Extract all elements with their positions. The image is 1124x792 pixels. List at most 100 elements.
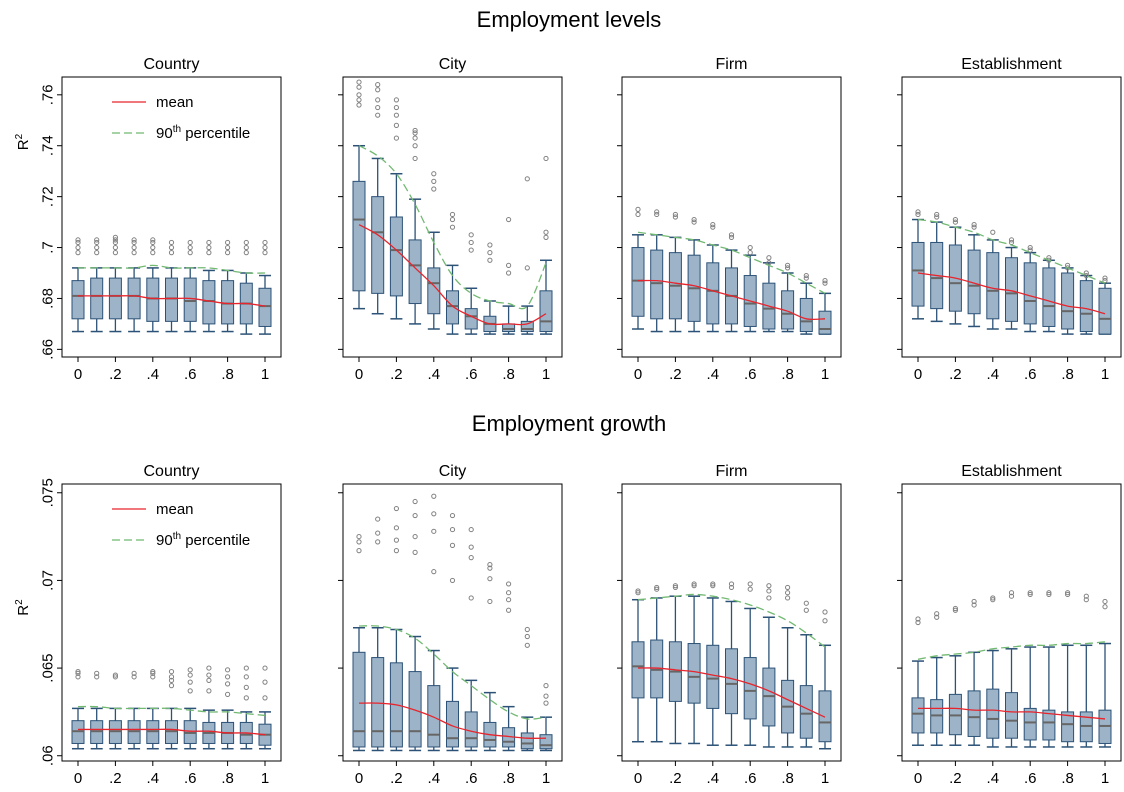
outlier-point <box>112 674 119 680</box>
box-iqr <box>408 671 422 748</box>
box-x-0.3 <box>408 498 422 752</box>
row-title-levels: Employment levels <box>477 7 662 32</box>
box-x-1 <box>1098 598 1112 748</box>
outlier-point <box>543 234 549 240</box>
panel-firm-growth: Firm 0 .2 .4 .6 .8 1 <box>617 463 842 787</box>
x-tick-label: .4 <box>147 770 160 787</box>
outlier-point <box>112 244 119 251</box>
outlier-point <box>225 250 231 256</box>
box-x-0.2 <box>108 672 122 750</box>
outlier-point <box>766 588 772 594</box>
box-iqr <box>986 252 1000 320</box>
box-x-0.1 <box>90 670 104 750</box>
box-x-0.4 <box>427 171 441 330</box>
box-x-0.8 <box>781 262 795 333</box>
outlier-point <box>225 674 231 680</box>
box-x-0 <box>631 588 645 743</box>
x-tick-label: 0 <box>355 366 363 383</box>
outlier-point <box>524 265 530 271</box>
outlier-point <box>1046 591 1052 598</box>
outlier-point <box>94 237 100 243</box>
outlier-point <box>375 97 381 103</box>
outlier-point <box>1102 604 1108 610</box>
outlier-point <box>728 584 735 591</box>
outlier-point <box>487 250 493 256</box>
outlier-point <box>168 674 175 680</box>
box-x-0.1 <box>90 237 104 333</box>
box-x-0.5 <box>1005 237 1018 330</box>
x-tick-label: 1 <box>542 366 550 383</box>
outlier-point <box>206 250 212 256</box>
outlier-point <box>691 583 697 589</box>
outlier-point <box>187 239 193 246</box>
outlier-point <box>543 155 549 162</box>
outlier-point <box>94 674 100 680</box>
box-iqr <box>1023 707 1037 741</box>
box-x-1 <box>539 155 553 335</box>
x-tick-label: .2 <box>390 366 403 383</box>
outlier-point <box>356 548 362 554</box>
panel-firm-levels: Firm 0 .2 .4 .6 .8 1 <box>617 56 842 383</box>
outlier-point <box>243 250 249 256</box>
series-mean-line <box>917 272 1106 315</box>
box-iqr <box>352 651 366 748</box>
outlier-point <box>168 244 175 251</box>
outlier-point <box>654 586 660 592</box>
box-x-0.4 <box>706 581 720 746</box>
box-iqr <box>520 320 534 333</box>
outlier-point <box>990 229 996 235</box>
outlier-point <box>431 178 437 184</box>
box-x-0.9 <box>799 600 813 748</box>
box-x-0.7 <box>1042 255 1056 333</box>
y-tick-label: .065 <box>40 653 57 682</box>
box-iqr <box>371 657 385 748</box>
outlier-point <box>1008 237 1015 243</box>
box-iqr <box>371 196 385 294</box>
box-iqr <box>818 690 832 743</box>
box-x-0.1 <box>650 584 664 743</box>
outlier-point <box>822 280 828 286</box>
box-x-0.5 <box>1005 590 1018 748</box>
outlier-point <box>187 667 193 673</box>
box-x-1 <box>818 609 832 750</box>
outlier-point <box>728 234 735 240</box>
y-tick-label: .06 <box>40 745 57 766</box>
x-tick-label: .4 <box>987 770 1000 787</box>
box-iqr <box>1042 709 1056 741</box>
box-iqr <box>799 297 813 333</box>
outlier-point <box>449 216 456 223</box>
outlier-point <box>243 244 249 251</box>
outlier-point <box>1102 275 1108 281</box>
outlier-point <box>112 234 119 240</box>
x-tick-label: .2 <box>949 366 962 383</box>
x-tick-label: .4 <box>428 366 441 383</box>
legend-p90-label: 90th percentile <box>156 531 250 549</box>
x-tick-label: .8 <box>221 770 234 787</box>
box-x-0.5 <box>725 581 738 746</box>
outlier-point <box>766 595 772 601</box>
box-x-0.5 <box>165 239 178 333</box>
box-x-0.6 <box>1023 244 1037 333</box>
outlier-point <box>412 512 418 519</box>
x-tick-label: .8 <box>781 366 794 383</box>
box-iqr <box>127 277 141 320</box>
box-x-0.4 <box>706 222 720 333</box>
outlier-point <box>934 211 940 218</box>
outlier-point <box>1065 591 1071 598</box>
box-iqr <box>818 310 832 335</box>
box-iqr <box>631 641 645 699</box>
outlier-point <box>468 595 474 601</box>
box-x-0.4 <box>427 493 441 752</box>
y-tick-label: .76 <box>40 84 57 105</box>
box-x-0.1 <box>930 211 944 323</box>
box-x-0.7 <box>1042 590 1056 748</box>
outlier-point <box>206 688 212 694</box>
box-x-0.1 <box>371 516 385 752</box>
box-iqr <box>1098 287 1112 335</box>
outlier-point <box>112 239 119 246</box>
series-mean-line <box>358 224 547 326</box>
outlier-point <box>543 683 549 689</box>
outlier-point <box>94 670 100 676</box>
outlier-point <box>710 222 716 228</box>
box-x-0.9 <box>520 626 534 752</box>
